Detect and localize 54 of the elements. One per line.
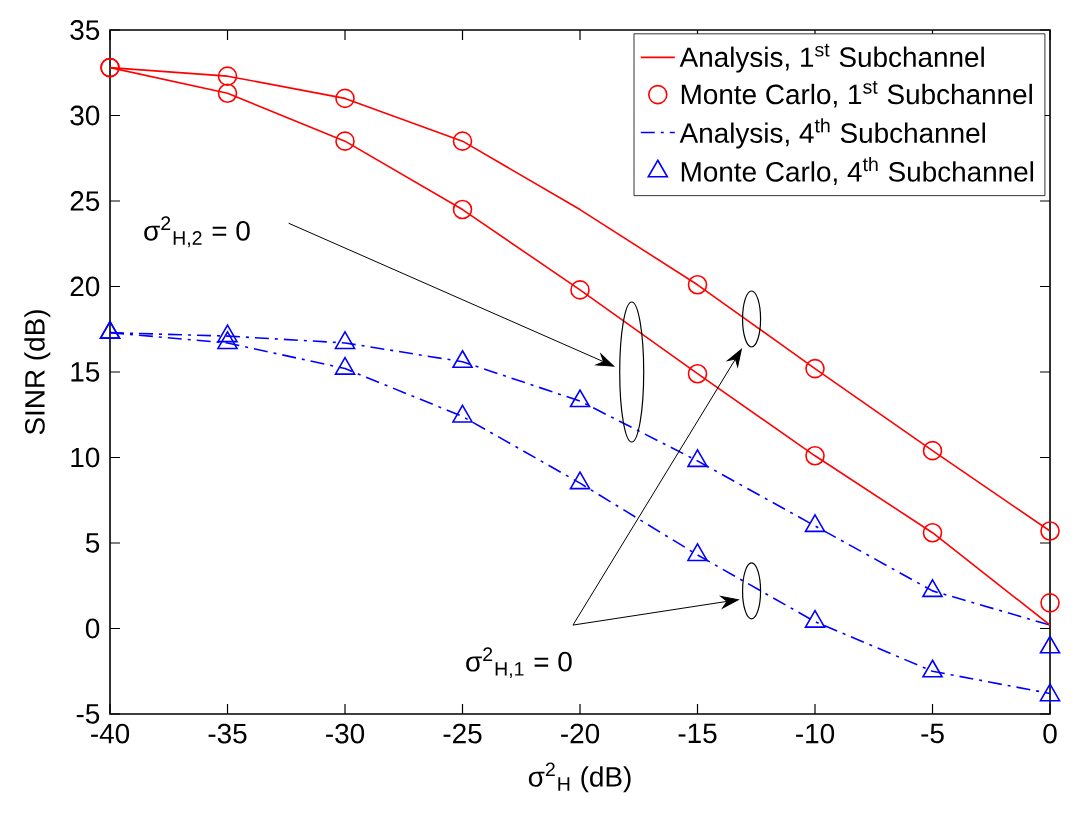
point — [687, 449, 708, 468]
y-tick-label: 35 — [70, 20, 100, 40]
x-axis-title: σ$^{2}$$_{H}$ (dB) — [528, 762, 631, 793]
point — [570, 280, 590, 300]
y-tick-label: 20 — [70, 276, 100, 297]
point — [922, 440, 943, 461]
point — [687, 274, 708, 295]
point — [452, 404, 473, 423]
point — [452, 199, 473, 220]
point — [804, 609, 826, 628]
point — [217, 66, 238, 86]
x-tick-label: -15 — [678, 723, 717, 744]
point — [569, 389, 591, 408]
y-tick-label: 30 — [70, 105, 100, 126]
x-tick-label: -5 — [921, 723, 944, 744]
point — [805, 358, 825, 379]
y-tick-label: 10 — [71, 447, 100, 468]
point — [1039, 635, 1061, 654]
point — [217, 324, 238, 343]
x-tick-label: -35 — [208, 723, 247, 744]
point — [217, 331, 238, 350]
y-tick-label: 15 — [71, 362, 100, 382]
y-axis-title: SINR (dB) — [24, 310, 51, 435]
x-tick-label: -25 — [443, 723, 482, 744]
point — [334, 356, 356, 375]
legend-label: Analysis, 4$^{th}$ Subchannel — [679, 118, 985, 149]
point — [922, 579, 943, 598]
point — [687, 363, 708, 384]
point — [452, 131, 473, 151]
point — [1039, 683, 1061, 702]
y-tick-label: 5 — [85, 533, 100, 553]
point — [687, 543, 708, 562]
x-tick-label: -30 — [326, 723, 365, 744]
point — [335, 88, 355, 109]
point — [334, 331, 356, 350]
y-tick-label: -5 — [76, 704, 100, 724]
x-tick-label: -40 — [91, 723, 130, 744]
y-tick-label: 0 — [85, 618, 100, 639]
annotation: σ$^{2}$$_{H,2}$ = 0 — [144, 216, 250, 248]
legend-label: Monte Carlo, 1$^{st}$ Subchannel — [681, 80, 1032, 108]
y-tick-label: 25 — [70, 191, 100, 211]
point — [335, 131, 355, 151]
annotation: σ$^{2}$$_{H,1}$ = 0 — [466, 647, 572, 679]
point — [569, 471, 591, 490]
point — [805, 445, 825, 466]
point — [217, 83, 238, 104]
legend-label: Analysis, 1$^{st}$ Subchannel — [679, 43, 984, 73]
x-tick-label: -20 — [561, 723, 600, 744]
point — [804, 514, 826, 533]
point — [922, 659, 943, 678]
point — [452, 349, 473, 369]
x-tick-label: -10 — [796, 723, 835, 744]
x-tick-label: 0 — [1043, 723, 1057, 744]
legend-label: Monte Carlo, 4$^{th}$ Subchannel — [681, 156, 1034, 186]
